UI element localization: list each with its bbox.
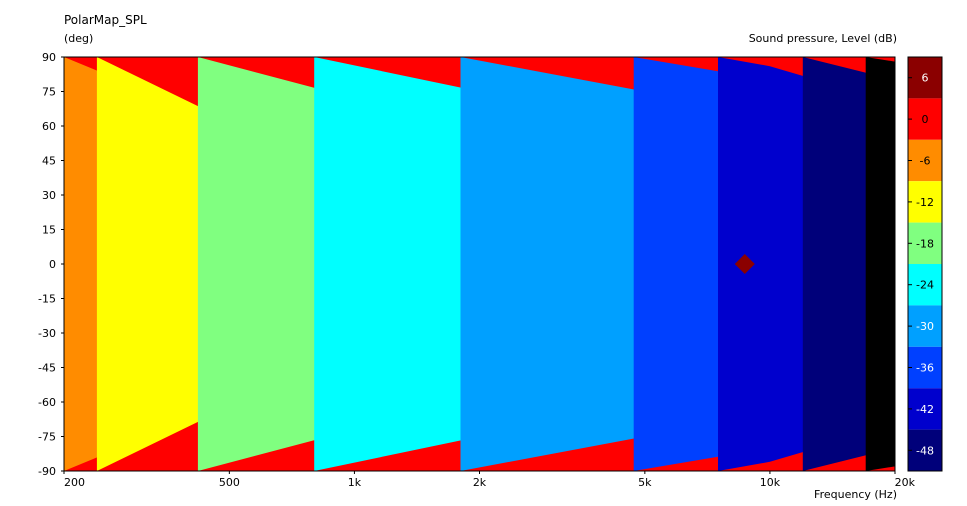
y-tick-label: -45 bbox=[38, 362, 56, 375]
colorbar-swatch bbox=[908, 305, 942, 347]
y-tick-label: -60 bbox=[38, 396, 56, 409]
contour-band bbox=[865, 57, 895, 471]
y-tick-label: 30 bbox=[42, 189, 56, 202]
colorbar-tick-label: -12 bbox=[916, 196, 934, 209]
x-tick-label: 5k bbox=[638, 476, 652, 489]
colorbar-tick-label: -36 bbox=[916, 362, 934, 375]
colorbar-tick-label: 0 bbox=[922, 113, 929, 126]
colorbar-tick-label: 6 bbox=[922, 72, 929, 85]
colorbar-frame bbox=[907, 56, 943, 472]
y-axis-label: (deg) bbox=[64, 32, 94, 45]
y-tick-label: 60 bbox=[42, 120, 56, 133]
colorbar-title: Sound pressure, Level (dB) bbox=[748, 32, 897, 45]
colorbar-swatch bbox=[908, 222, 942, 264]
colorbar-swatch bbox=[908, 57, 942, 99]
y-tick-label: 15 bbox=[42, 224, 56, 237]
y-tick-label: -30 bbox=[38, 327, 56, 340]
x-axis-label: Frequency (Hz) bbox=[814, 488, 897, 501]
colorbar-swatch bbox=[908, 98, 942, 140]
colorbar-tick-label: -18 bbox=[916, 237, 934, 250]
peak-marker bbox=[734, 254, 755, 274]
x-tick-label: 2k bbox=[473, 476, 487, 489]
colorbar-tick-label: -6 bbox=[920, 155, 931, 168]
colorbar-tick-label: -48 bbox=[916, 444, 934, 457]
y-tick-label: 0 bbox=[49, 258, 56, 271]
x-tick-label: 10k bbox=[760, 476, 781, 489]
y-tick-label: -90 bbox=[38, 465, 56, 478]
chart-title: PolarMap_SPL bbox=[64, 13, 147, 27]
y-tick-label: 45 bbox=[42, 155, 56, 168]
x-tick-label: 500 bbox=[219, 476, 240, 489]
colorbar-tick-label: -24 bbox=[916, 279, 934, 292]
y-tick-label: -75 bbox=[38, 431, 56, 444]
colorbar-tick-label: -30 bbox=[916, 320, 934, 333]
colorbar-swatch bbox=[908, 139, 942, 182]
x-tick-label: 200 bbox=[64, 476, 85, 489]
colorbar-swatch bbox=[908, 264, 942, 306]
y-tick-label: -15 bbox=[38, 293, 56, 306]
x-tick-label: 20k bbox=[895, 476, 916, 489]
colorbar-swatch bbox=[908, 388, 942, 430]
colorbar-swatch bbox=[908, 429, 942, 471]
x-tick-label: 1k bbox=[348, 476, 362, 489]
colorbar-swatch bbox=[908, 181, 942, 223]
colorbar-swatch bbox=[908, 346, 942, 389]
y-tick-label: 75 bbox=[42, 86, 56, 99]
y-tick-label: 90 bbox=[42, 51, 56, 64]
colorbar-tick-label: -42 bbox=[916, 403, 934, 416]
